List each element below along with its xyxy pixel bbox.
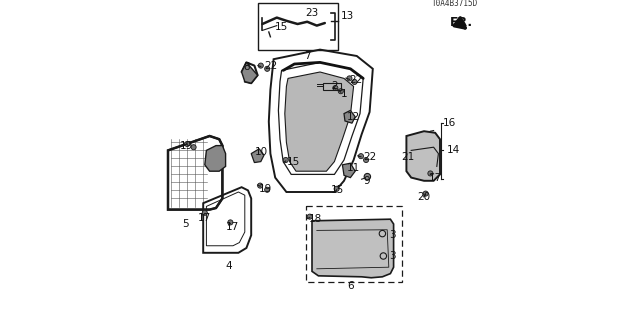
Circle shape	[191, 145, 196, 150]
Circle shape	[334, 186, 339, 191]
Circle shape	[364, 173, 371, 180]
Text: 22: 22	[264, 60, 277, 71]
Circle shape	[265, 187, 270, 192]
Circle shape	[364, 157, 369, 163]
Text: 8: 8	[243, 62, 250, 72]
Text: 2: 2	[332, 81, 338, 91]
Text: 4: 4	[225, 260, 232, 271]
Text: 22: 22	[349, 75, 362, 85]
Text: 14: 14	[447, 145, 460, 156]
Bar	[258, 3, 338, 50]
Text: 17: 17	[429, 172, 442, 183]
Text: 5: 5	[182, 219, 189, 229]
Circle shape	[358, 154, 364, 159]
Text: 10: 10	[254, 147, 268, 157]
Text: 19: 19	[180, 140, 193, 151]
Text: 12: 12	[347, 112, 360, 122]
Text: 13: 13	[340, 11, 354, 21]
Text: 15: 15	[332, 185, 344, 196]
Text: 3: 3	[388, 251, 396, 261]
Polygon shape	[344, 110, 355, 123]
Circle shape	[228, 220, 233, 225]
Polygon shape	[242, 62, 258, 83]
Text: 19: 19	[259, 184, 273, 194]
Text: 15: 15	[275, 22, 289, 32]
Text: 11: 11	[347, 163, 360, 173]
Bar	[323, 83, 341, 90]
Circle shape	[352, 79, 357, 84]
Polygon shape	[342, 163, 355, 178]
Circle shape	[338, 89, 343, 94]
Text: 7: 7	[304, 51, 310, 61]
Polygon shape	[406, 131, 440, 181]
Text: 16: 16	[443, 118, 456, 128]
Text: 23: 23	[306, 8, 319, 18]
Circle shape	[428, 171, 433, 176]
Text: 18: 18	[309, 214, 322, 224]
Text: 9: 9	[364, 176, 370, 186]
Circle shape	[202, 210, 207, 215]
Polygon shape	[205, 146, 226, 171]
Polygon shape	[251, 149, 264, 163]
Circle shape	[259, 63, 264, 68]
Text: FR.: FR.	[450, 16, 473, 29]
Bar	[306, 206, 402, 282]
Text: 15: 15	[287, 156, 300, 167]
Circle shape	[333, 85, 338, 91]
Text: 21: 21	[402, 152, 415, 162]
Text: 20: 20	[417, 192, 431, 202]
Circle shape	[265, 66, 270, 71]
Circle shape	[307, 214, 312, 219]
Text: 17: 17	[198, 212, 211, 223]
Circle shape	[283, 157, 288, 163]
Text: 22: 22	[364, 152, 376, 162]
Text: T0A4B3715D: T0A4B3715D	[432, 0, 479, 8]
Text: 1: 1	[340, 89, 348, 100]
Circle shape	[423, 191, 428, 196]
Polygon shape	[312, 219, 394, 278]
Text: 3: 3	[388, 230, 396, 240]
Text: 6: 6	[347, 281, 354, 292]
Circle shape	[257, 183, 263, 188]
Polygon shape	[285, 72, 354, 171]
Text: 17: 17	[225, 222, 239, 232]
Circle shape	[347, 76, 352, 81]
Circle shape	[184, 141, 189, 147]
